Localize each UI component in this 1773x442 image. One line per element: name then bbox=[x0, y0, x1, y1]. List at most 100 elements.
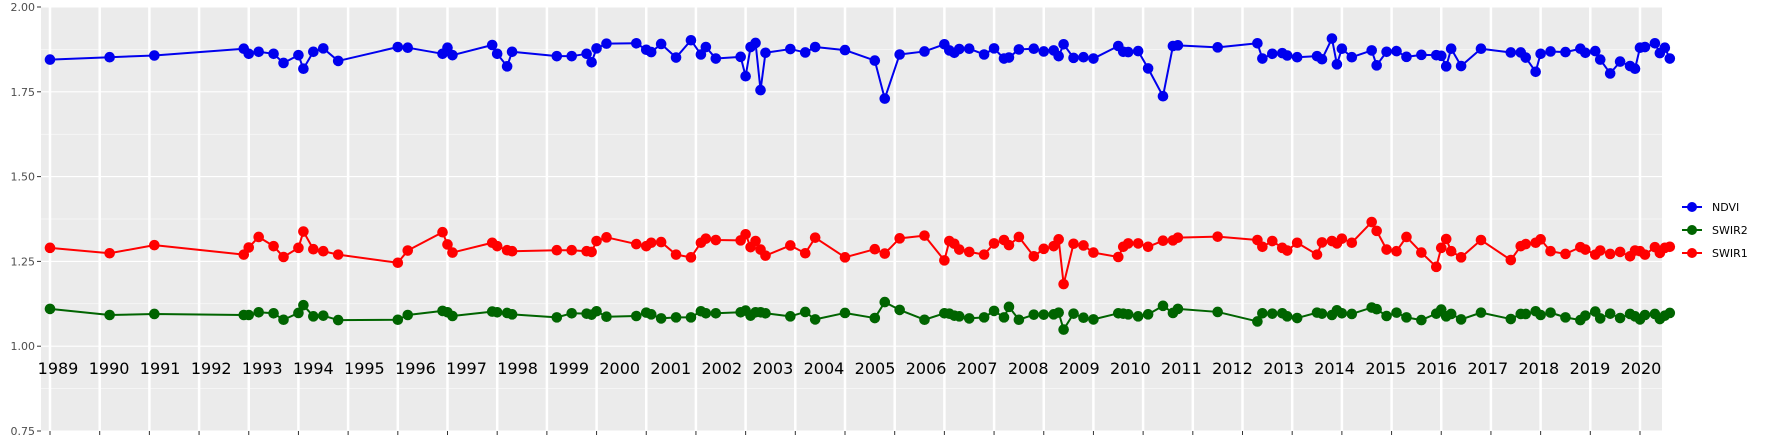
data-point-ndvi bbox=[740, 70, 751, 82]
data-point-ndvi bbox=[1212, 42, 1223, 53]
data-point-ndvi bbox=[104, 51, 115, 63]
y-tick-label: 1.50 bbox=[11, 171, 36, 184]
data-point-swir1 bbox=[1535, 234, 1546, 245]
data-point-ndvi bbox=[1028, 43, 1040, 55]
data-point-swir1 bbox=[1366, 216, 1377, 228]
data-point-swir1 bbox=[1391, 245, 1402, 257]
data-point-swir2 bbox=[1535, 309, 1546, 321]
year-labels: 1989 1990 1991 1992 1993 1994 1995 1996 1997 1998… bbox=[38, 359, 1662, 378]
data-point-swir1 bbox=[785, 240, 796, 251]
data-point-swir1 bbox=[869, 243, 881, 255]
data-point-ndvi bbox=[268, 48, 279, 60]
data-point-ndvi bbox=[591, 43, 602, 54]
data-point-swir2 bbox=[308, 311, 319, 322]
data-point-swir2 bbox=[978, 312, 990, 323]
data-point-swir2 bbox=[1371, 303, 1382, 315]
data-point-swir2 bbox=[1003, 301, 1015, 313]
data-point-ndvi bbox=[486, 39, 498, 51]
data-point-ndvi bbox=[1580, 47, 1591, 59]
data-point-ndvi bbox=[253, 46, 264, 58]
data-point-swir1 bbox=[1416, 247, 1427, 258]
data-point-swir1 bbox=[253, 231, 264, 243]
data-point-swir1 bbox=[1639, 249, 1651, 260]
data-point-swir1 bbox=[1122, 238, 1134, 249]
data-point-ndvi bbox=[1122, 46, 1134, 58]
data-point-ndvi bbox=[1659, 42, 1671, 53]
data-point-swir1 bbox=[1291, 237, 1303, 249]
data-point-swir1 bbox=[1445, 245, 1457, 257]
data-point-ndvi bbox=[978, 49, 990, 60]
data-point-swir2 bbox=[799, 306, 811, 318]
data-point-swir1 bbox=[1281, 245, 1293, 256]
data-point-swir1 bbox=[442, 239, 453, 250]
x-axis bbox=[49, 431, 1641, 435]
data-point-swir1 bbox=[809, 232, 821, 243]
data-point-swir2 bbox=[268, 308, 279, 319]
data-point-swir2 bbox=[963, 313, 975, 324]
data-point-swir1 bbox=[1336, 233, 1348, 244]
data-point-swir1 bbox=[1664, 241, 1676, 253]
data-point-swir1 bbox=[1068, 238, 1079, 250]
data-point-ndvi bbox=[1401, 51, 1412, 63]
data-point-swir1 bbox=[332, 249, 344, 260]
data-point-ndvi bbox=[332, 55, 344, 67]
legend-label-swir2: SWIR2 bbox=[1712, 224, 1748, 237]
data-point-swir2 bbox=[1267, 308, 1278, 319]
data-point-swir2 bbox=[879, 296, 891, 308]
data-point-swir2 bbox=[1122, 309, 1134, 320]
series-layer bbox=[44, 33, 1676, 335]
data-point-ndvi bbox=[1346, 51, 1358, 63]
data-point-swir1 bbox=[278, 251, 289, 263]
data-point-swir1 bbox=[670, 249, 682, 260]
year-label: 2020 bbox=[1621, 359, 1662, 378]
data-point-ndvi bbox=[1639, 41, 1651, 53]
data-point-swir2 bbox=[953, 311, 965, 322]
year-label: 2004 bbox=[804, 359, 845, 378]
data-point-swir2 bbox=[243, 309, 255, 321]
data-point-ndvi bbox=[586, 56, 597, 68]
year-label: 1994 bbox=[293, 359, 334, 378]
data-point-swir1 bbox=[1604, 248, 1616, 260]
data-point-swir1 bbox=[1078, 240, 1089, 251]
data-point-swir1 bbox=[104, 247, 115, 259]
data-point-ndvi bbox=[1068, 52, 1079, 64]
data-point-ndvi bbox=[1505, 47, 1517, 58]
data-point-swir2 bbox=[1088, 314, 1099, 325]
data-point-swir1 bbox=[963, 246, 975, 258]
data-point-swir1 bbox=[1157, 235, 1169, 247]
data-point-swir1 bbox=[1381, 244, 1392, 255]
data-point-ndvi bbox=[631, 37, 642, 49]
data-point-swir1 bbox=[1172, 232, 1184, 243]
data-point-swir2 bbox=[506, 309, 518, 320]
data-point-ndvi bbox=[1157, 90, 1169, 102]
data-point-swir2 bbox=[1028, 309, 1040, 320]
legend-key-point bbox=[1687, 225, 1697, 235]
legend-key-point bbox=[1687, 202, 1697, 212]
data-point-swir2 bbox=[710, 308, 722, 319]
data-point-ndvi bbox=[1003, 52, 1015, 63]
data-point-swir2 bbox=[1058, 324, 1069, 335]
year-label: 2001 bbox=[650, 359, 691, 378]
year-label: 2002 bbox=[701, 359, 742, 378]
year-label: 2011 bbox=[1161, 359, 1202, 378]
year-label: 2007 bbox=[957, 359, 998, 378]
legend-label-ndvi: NDVI bbox=[1712, 201, 1739, 214]
data-point-swir2 bbox=[1391, 307, 1402, 318]
data-point-swir1 bbox=[655, 236, 667, 248]
series-ndvi bbox=[44, 33, 1676, 104]
data-point-swir1 bbox=[1430, 261, 1442, 273]
data-point-swir1 bbox=[1371, 225, 1382, 237]
data-point-ndvi bbox=[655, 38, 667, 50]
data-point-ndvi bbox=[44, 54, 56, 65]
year-gridlines bbox=[48, 7, 1642, 431]
legend-item-ndvi: NDVI bbox=[1682, 201, 1739, 214]
data-point-swir2 bbox=[1157, 300, 1169, 312]
data-point-swir1 bbox=[1401, 231, 1412, 243]
data-point-ndvi bbox=[243, 48, 255, 60]
data-point-swir1 bbox=[1316, 237, 1328, 248]
data-point-ndvi bbox=[278, 57, 289, 69]
data-point-ndvi bbox=[298, 63, 309, 75]
data-point-ndvi bbox=[1172, 40, 1184, 51]
year-label: 1998 bbox=[497, 359, 538, 378]
